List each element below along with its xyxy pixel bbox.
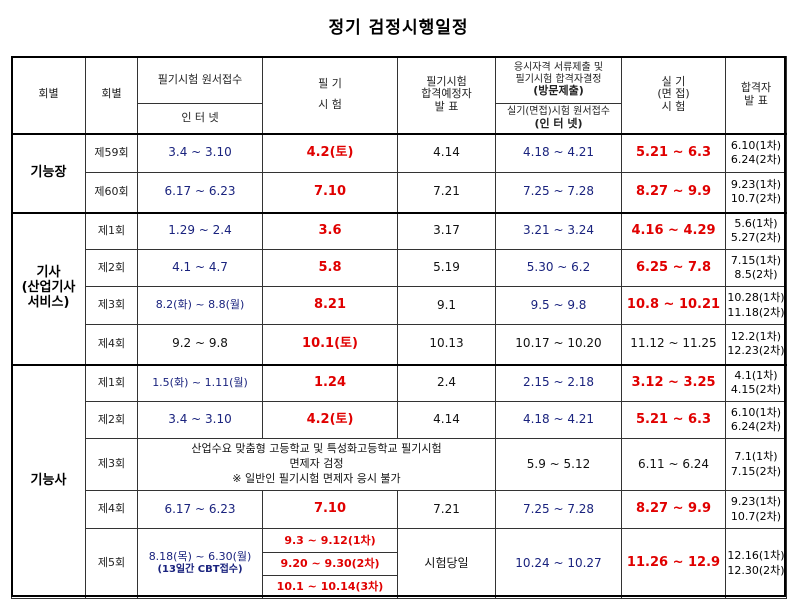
round-cell: 제2회: [85, 249, 138, 287]
doc-cell: 10.17 ~ 10.20: [495, 324, 622, 366]
doc-cell: 7.25 ~ 7.28: [495, 172, 622, 214]
final-cell: 9.23(1차) 10.7(2차): [725, 172, 787, 214]
final-cell: 6.10(1차) 6.24(2차): [725, 133, 787, 173]
exam-cell: 7.10: [262, 172, 398, 214]
table-row: 제4회 9.2 ~ 9.8 10.1(토) 10.13 10.17 ~ 10.2…: [12, 324, 787, 366]
final-cell: 12.2(1차) 12.23(2차): [725, 324, 787, 366]
exemption-note: 산업수요 맞춤형 고등학교 및 특성화고등학교 필기시험 면제자 검정 ※ 일반인 …: [137, 438, 496, 491]
round-cell: 제4회: [85, 324, 138, 366]
table-row: 제60회 6.17 ~ 6.23 7.10 7.21 7.25 ~ 7.28 8…: [12, 172, 787, 214]
header-written-app-sub: 인 터 넷: [137, 103, 263, 135]
header-group: 회별: [11, 56, 86, 135]
practical-cell: 11.12 ~ 11.25: [621, 324, 726, 366]
final-cell: 4.1(1차) 4.15(2차): [725, 364, 787, 402]
practical-cell: 6.11 ~ 6.24: [621, 438, 726, 491]
practical-cell: 10.8 ~ 10.21: [621, 286, 726, 325]
table-row: 기사 (산업기사 서비스) 제1회 1.29 ~ 2.4 3.6 3.17 3.21…: [11, 212, 787, 366]
final-cell: 7.1(1차) 7.15(2차): [725, 438, 787, 491]
round-cell: 제60회: [85, 172, 138, 214]
table-row: 제5회 8.18(목) ~ 6.30(월) (13일간 CBT접수) 9.3 ~ …: [12, 528, 787, 599]
doc-cell: 3.21 ~ 3.24: [495, 212, 622, 250]
practical-cell: 5.21 ~ 6.3: [621, 401, 726, 439]
final-cell: 7.15(1차) 8.5(2차): [725, 249, 787, 287]
result-cell: 5.19: [397, 249, 496, 287]
practical-cell: 3.12 ~ 3.25: [621, 364, 726, 402]
table-frame: [11, 56, 786, 597]
header-practical: 실 기 (면 접) 시 험: [621, 56, 726, 135]
app-cell: 8.18(목) ~ 6.30(월) (13일간 CBT접수): [137, 528, 263, 599]
result-cell: 7.21: [397, 490, 496, 529]
exam-cell: 7.10: [262, 490, 398, 529]
result-cell: 10.13: [397, 324, 496, 366]
result-cell: 7.21: [397, 172, 496, 214]
table-row: 기능사 제1회 1.5(화) ~ 1.11(월) 1.24 2.4 2.15 ~…: [11, 364, 787, 599]
app-cell: 1.29 ~ 2.4: [137, 212, 263, 250]
round-cell: 제3회: [85, 286, 138, 325]
round-cell: 제59회: [85, 133, 138, 173]
exam-cell: 5.8: [262, 249, 398, 287]
result-cell: 4.14: [397, 133, 496, 173]
header-doc: 응시자격 서류제출 및 필기시험 합격자결정 (방문제출): [495, 56, 622, 104]
group-label-craftsman: 기능사: [11, 364, 86, 599]
group-label-master: 기능장: [11, 133, 86, 214]
doc-cell: 9.5 ~ 9.8: [495, 286, 622, 325]
practical-cell: 11.26 ~ 12.9: [621, 528, 726, 599]
round-cell: 제3회: [85, 438, 138, 491]
exam-cell: 4.2(토): [262, 401, 398, 439]
doc-cell: 7.25 ~ 7.28: [495, 490, 622, 529]
result-cell: 2.4: [397, 364, 496, 402]
group-label-engineer: 기사 (산업기사 서비스): [11, 212, 86, 366]
exam-cell: 10.1(토): [262, 324, 398, 366]
header-round: 회별: [85, 56, 138, 135]
header-doc-sub: 실기(면접)시험 원서접수 (인 터 넷): [495, 103, 622, 135]
page-title: 정기 검정시행일정: [328, 18, 469, 38]
header-written-result: 필기시험 합격예정자 발 표: [397, 56, 496, 135]
result-cell: 시험당일: [397, 528, 496, 599]
exam-cell: 4.2(토): [262, 133, 398, 173]
final-cell: 12.16(1차) 12.30(2차): [725, 528, 787, 599]
practical-cell: 5.21 ~ 6.3: [621, 133, 726, 173]
doc-cell: 10.24 ~ 10.27: [495, 528, 622, 599]
table-row: 제2회 4.1 ~ 4.7 5.8 5.19 5.30 ~ 6.2 6.25 ~…: [12, 249, 787, 287]
table-row: 제4회 6.17 ~ 6.23 7.10 7.21 7.25 ~ 7.28 8.…: [12, 490, 787, 529]
app-cell: 4.1 ~ 4.7: [137, 249, 263, 287]
app-cell: 6.17 ~ 6.23: [137, 172, 263, 214]
app-cell: 9.2 ~ 9.8: [137, 324, 263, 366]
doc-cell: 4.18 ~ 4.21: [495, 133, 622, 173]
app-cell: 8.2(화) ~ 8.8(월): [137, 286, 263, 325]
table-row: 제3회 산업수요 맞춤형 고등학교 및 특성화고등학교 필기시험 면제자 검정 ※ …: [12, 438, 787, 491]
header-final: 합격자 발 표: [725, 56, 787, 135]
doc-cell: 5.9 ~ 5.12: [495, 438, 622, 491]
app-cell: 6.17 ~ 6.23: [137, 490, 263, 529]
practical-cell: 8.27 ~ 9.9: [621, 172, 726, 214]
final-cell: 5.6(1차) 5.27(2차): [725, 212, 787, 250]
final-cell: 6.10(1차) 6.24(2차): [725, 401, 787, 439]
doc-cell: 2.15 ~ 2.18: [495, 364, 622, 402]
final-cell: 10.28(1차) 11.18(2차): [725, 286, 787, 325]
round-cell: 제5회: [85, 528, 138, 599]
table-row: 기능장 제59회 3.4 ~ 3.10 4.2(토) 4.14 4.18 ~ 4…: [11, 133, 787, 214]
